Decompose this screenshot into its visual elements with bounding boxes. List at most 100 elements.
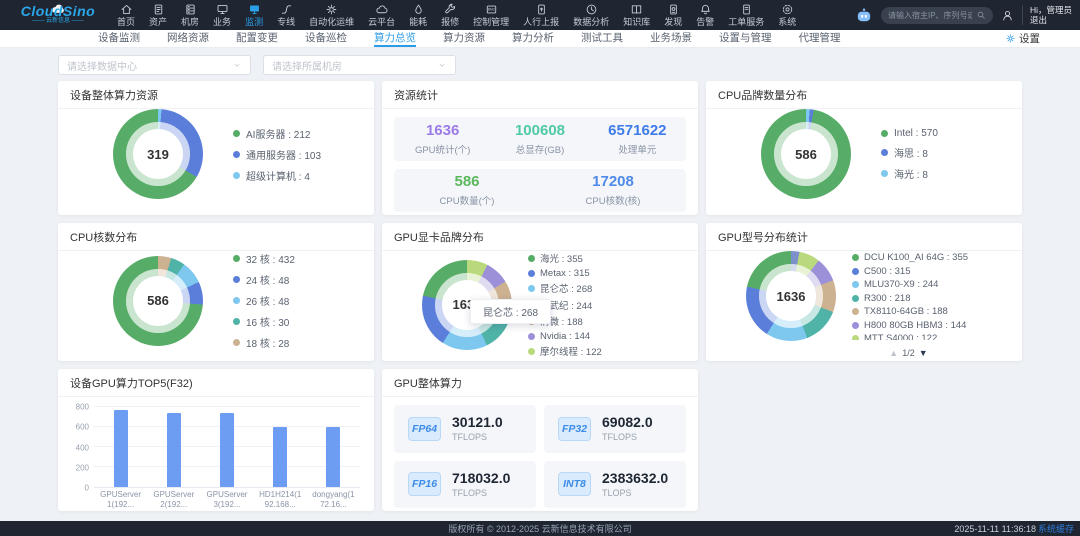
nav-item-monitor[interactable]: 监测 xyxy=(245,3,263,27)
donut[interactable]: 1636 xyxy=(746,251,836,341)
legend-dot xyxy=(528,347,535,355)
pager-up-icon[interactable]: ▲ xyxy=(889,348,899,358)
legend-item[interactable]: Metax : 315 xyxy=(528,268,602,279)
subtab-代理管理[interactable]: 代理管理 xyxy=(798,32,841,44)
nav-item-datacenter[interactable]: 机房 xyxy=(181,3,199,27)
legend-item[interactable]: 26 核 : 48 xyxy=(233,293,295,308)
system-cache-link[interactable]: 系统缓存 xyxy=(1037,524,1074,534)
legend-item[interactable]: 超级计算机 : 4 xyxy=(233,168,321,183)
nav-item-repair[interactable]: 报修 xyxy=(441,3,459,27)
nav-item-line[interactable]: 专线 xyxy=(277,3,295,27)
legend-item[interactable]: TX8110-64GB : 188 xyxy=(852,306,968,317)
room-select[interactable]: 请选择所属机房 xyxy=(263,55,456,75)
bar[interactable] xyxy=(219,412,234,487)
legend-item[interactable]: MLU370-X9 : 244 xyxy=(852,279,968,290)
search-input[interactable] xyxy=(887,10,972,20)
legend-text: 通用服务器 : 103 xyxy=(246,150,322,162)
legend-item[interactable]: H800 80GB HBM3 : 144 xyxy=(852,320,968,331)
legend-item[interactable]: AI服务器 : 212 xyxy=(233,126,321,141)
nav-item-knowledge[interactable]: 知识库 xyxy=(623,3,650,27)
datacenter-select[interactable]: 请选择数据中心 xyxy=(58,55,251,75)
subtab-配置变更[interactable]: 配置变更 xyxy=(236,32,278,44)
legend-item[interactable]: 24 核 : 48 xyxy=(233,272,295,287)
legend-item[interactable]: DCU K100_AI 64G : 355 xyxy=(852,252,968,263)
legend-item[interactable]: 32 核 : 432 xyxy=(233,251,295,266)
precision-badge: INT8 xyxy=(558,472,591,497)
nav-item-report[interactable]: 人行上报 xyxy=(523,3,559,27)
card-gpu-top5: 设备GPU算力TOP5(F32) 0 200 400 600 800 GPUServer1… xyxy=(58,369,374,511)
legend-item[interactable]: 海思 : 8 xyxy=(881,145,938,160)
legend-item[interactable]: 昆仑芯 : 268 xyxy=(528,281,602,295)
legend-item[interactable]: 摩尔线程 : 122 xyxy=(528,344,602,358)
nav-label: 监测 xyxy=(245,17,264,27)
bar[interactable] xyxy=(326,427,341,487)
donut[interactable]: 586 xyxy=(761,109,851,199)
discover-icon xyxy=(667,3,680,16)
legend-item[interactable]: 18 核 : 28 xyxy=(233,335,295,350)
nav-item-alarm[interactable]: 告警 xyxy=(696,3,714,27)
donut[interactable]: 319 xyxy=(113,109,203,199)
subtab-算力总览[interactable]: 算力总览 xyxy=(374,30,416,47)
stat-value: 6571622 xyxy=(608,121,667,139)
legend-item[interactable]: 16 核 : 30 xyxy=(233,314,295,329)
nav-item-automation[interactable]: 自动化运维 xyxy=(309,3,354,27)
user-avatar-icon[interactable] xyxy=(1001,9,1014,22)
logo[interactable]: CloudSino 云新信息 xyxy=(8,4,108,25)
nav-item-cloud[interactable]: 云平台 xyxy=(368,3,395,27)
nav-item-bmc[interactable]: BMC 控制管理 xyxy=(473,3,509,27)
nav-label: 工单服务 xyxy=(728,17,765,27)
datacenter-icon xyxy=(184,3,197,16)
nav-item-ticket[interactable]: 工单服务 xyxy=(728,3,764,27)
tile-text: 2383632.0 TLOPS xyxy=(602,470,668,498)
global-search[interactable] xyxy=(880,6,993,24)
bar[interactable] xyxy=(273,427,288,487)
nav-label: 数据分析 xyxy=(573,17,610,27)
legend-item[interactable]: MTT S4000 : 122 xyxy=(852,333,968,340)
legend-item[interactable]: 海光 : 8 xyxy=(881,166,938,181)
logout-link[interactable]: 退出 xyxy=(1029,15,1047,25)
pager-down-icon[interactable]: ▼ xyxy=(918,348,928,358)
donut-chart-body: 586 Intel : 570 海思 : 8 海光 : 8 xyxy=(706,109,1022,199)
alarm-icon xyxy=(699,3,712,16)
nav-item-home[interactable]: 首页 xyxy=(117,3,135,27)
user-menu[interactable]: Hi，管理员 退出 xyxy=(1021,5,1072,25)
legend-dot xyxy=(852,321,859,329)
nav-item-asset[interactable]: 资产 xyxy=(149,3,167,27)
search-icon[interactable] xyxy=(976,10,986,20)
legend-text: DCU K100_AI 64G : 355 xyxy=(864,252,969,263)
nav-item-discover[interactable]: 发现 xyxy=(664,3,682,27)
nav-item-energy[interactable]: 能耗 xyxy=(409,3,427,27)
ai-assistant-icon[interactable] xyxy=(855,6,873,24)
subtab-网络资源[interactable]: 网络资源 xyxy=(167,32,209,44)
subtab-测试工具[interactable]: 测试工具 xyxy=(581,32,623,44)
legend-item[interactable]: Intel : 570 xyxy=(881,128,938,139)
nav-item-business[interactable]: 业务 xyxy=(213,3,231,27)
nav-item-system[interactable]: 系统 xyxy=(778,3,796,27)
legend-item[interactable]: 通用服务器 : 103 xyxy=(233,147,321,162)
report-icon xyxy=(535,3,548,16)
bar[interactable] xyxy=(166,412,181,487)
nav-item-analysis[interactable]: 数据分析 xyxy=(573,3,609,27)
legend-text: TX8110-64GB : 188 xyxy=(864,306,948,317)
card-title: GPU整体算力 xyxy=(382,369,698,397)
legend-item[interactable]: C500 : 315 xyxy=(852,266,968,277)
legend-text: 24 核 : 48 xyxy=(246,276,290,287)
legend-item[interactable]: 海光 : 355 xyxy=(528,251,602,265)
stat-item: 100608 总显存(GB) xyxy=(491,122,588,156)
subtab-设备巡检[interactable]: 设备巡检 xyxy=(305,32,347,44)
subtab-算力分析[interactable]: 算力分析 xyxy=(512,32,554,44)
legend-item[interactable]: Nvidia : 144 xyxy=(528,331,602,342)
y-tick-label: 200 xyxy=(75,463,89,473)
legend-text: 海光 : 8 xyxy=(894,169,928,181)
legend-dot xyxy=(233,297,240,304)
knowledge-icon xyxy=(630,3,643,16)
subtab-业务场景[interactable]: 业务场景 xyxy=(650,32,692,44)
legend-item[interactable]: R300 : 218 xyxy=(852,293,968,304)
settings-button[interactable]: 设置 xyxy=(1005,31,1040,46)
subtab-设备监测[interactable]: 设备监测 xyxy=(98,32,140,44)
bar[interactable] xyxy=(113,410,128,487)
donut[interactable]: 586 xyxy=(113,255,203,346)
subtab-算力资源[interactable]: 算力资源 xyxy=(443,32,485,44)
subtab-设置与管理[interactable]: 设置与管理 xyxy=(719,32,772,44)
